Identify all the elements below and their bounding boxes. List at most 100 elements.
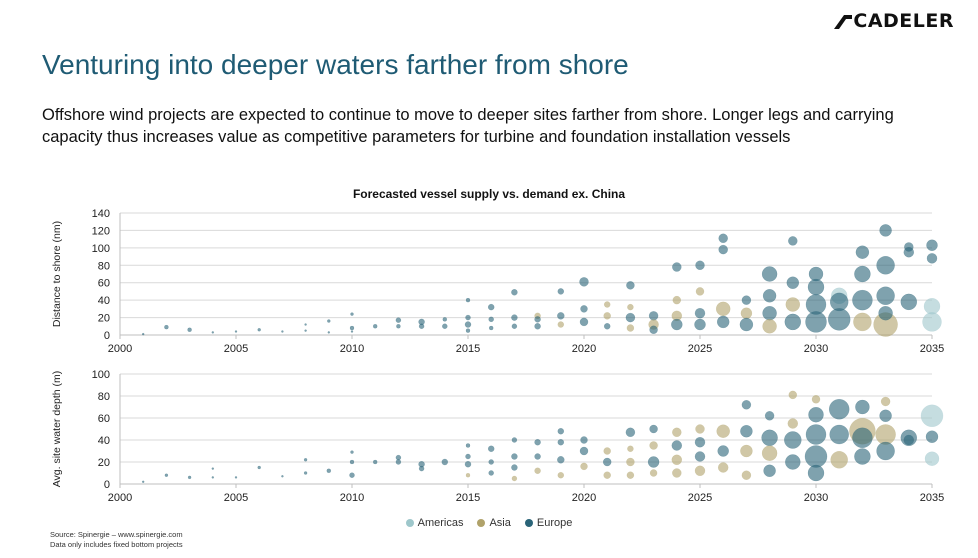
distance-ytick-label: 80: [98, 260, 110, 272]
distance-bubble-europe: [327, 319, 331, 323]
depth-bubble-europe: [829, 424, 849, 445]
depth-bubble-europe: [418, 465, 425, 472]
distance-bubble-europe: [671, 318, 683, 331]
depth-bubble-europe: [557, 456, 565, 464]
distance-bubble-europe: [350, 330, 354, 333]
depth-ylabel: Avg. site water depth (m): [51, 371, 63, 488]
cadeler-mark-icon: [834, 15, 853, 29]
distance-bubble-europe: [718, 233, 728, 244]
distance-bubble-europe: [511, 289, 518, 296]
depth-bubble-europe: [303, 458, 308, 462]
depth-ytick-label: 0: [104, 479, 110, 491]
depth-bubble-europe: [395, 459, 402, 465]
distance-bubble-europe: [579, 277, 589, 287]
logo-text: CADELER: [853, 10, 954, 32]
chart-title: Forecasted vessel supply vs. demand ex. …: [352, 187, 626, 201]
distance-bubble-europe: [580, 305, 588, 313]
distance-bubble-europe: [788, 236, 798, 246]
depth-bubble-europe: [349, 472, 355, 478]
depth-bubble-europe: [854, 448, 871, 465]
depth-bubble-asia: [511, 475, 518, 482]
distance-bubble-americas: [923, 297, 941, 315]
depth-bubble-europe: [763, 464, 776, 478]
distance-bubble-europe: [876, 286, 895, 306]
distance-bubble-europe: [557, 312, 565, 320]
depth-bubble-europe: [579, 446, 589, 456]
depth-bubble-asia: [649, 469, 658, 477]
distance-bubble-europe: [304, 323, 307, 326]
depth-bubble-europe: [326, 468, 332, 474]
depth-bubble-asia: [880, 396, 891, 407]
distance-bubble-asia: [626, 324, 635, 332]
depth-bubble-europe: [807, 464, 825, 482]
depth-bubble-europe: [257, 465, 261, 470]
distance-bubble-europe: [418, 323, 425, 330]
depth-bubble-asia: [603, 447, 611, 455]
distance-bubble-europe: [304, 329, 307, 332]
depth-bubble-europe: [464, 460, 472, 468]
depth-bubble-europe: [785, 454, 801, 470]
depth-ytick-label: 80: [98, 391, 110, 403]
depth-bubble-europe: [465, 443, 471, 448]
distance-bubble-europe: [741, 295, 752, 305]
depth-bubble-europe: [281, 475, 284, 478]
depth-bubble-europe: [372, 459, 378, 465]
depth-bubble-europe: [211, 476, 215, 479]
depth-bubble-asia: [465, 472, 471, 478]
distance-bubble-asia: [695, 287, 705, 296]
distance-bubble-europe: [807, 278, 825, 296]
distance-ytick-label: 120: [92, 225, 110, 237]
depth-bubble-europe: [876, 441, 895, 461]
distance-xtick-label: 2035: [920, 343, 944, 355]
distance-bubble-europe: [694, 318, 706, 331]
legend-label-americas: Americas: [417, 517, 464, 529]
legend-swatch-asia: [477, 519, 486, 527]
distance-ylabel: Distance to shore (nm): [51, 221, 63, 327]
depth-bubble-europe: [879, 409, 892, 423]
depth-bubble-europe: [717, 445, 729, 457]
distance-bubble-europe: [784, 313, 802, 331]
depth-bubble-europe: [349, 459, 355, 465]
depth-bubble-asia: [626, 457, 635, 467]
depth-xtick-label: 2005: [224, 492, 248, 504]
depth-bubble-europe: [784, 431, 802, 449]
distance-bubble-americas: [922, 312, 942, 332]
distance-bubble-europe: [716, 315, 730, 329]
depth-xtick-label: 2020: [572, 492, 596, 504]
depth-bubble-asia: [787, 418, 799, 429]
legend-item-europe: Europe: [524, 517, 572, 529]
depth-bubble-asia: [788, 390, 798, 400]
depth-bubble-asia: [671, 454, 683, 466]
distance-bubble-europe: [761, 266, 778, 282]
distance-bubble-europe: [349, 325, 355, 331]
depth-bubble-europe: [580, 436, 588, 444]
source-text: Source: Spinergie – www.spinergie.com: [50, 530, 183, 539]
depth-bubble-europe: [694, 451, 706, 462]
depth-bubble-europe: [511, 464, 518, 471]
distance-ytick-label: 100: [92, 243, 110, 255]
distance-bubble-asia: [715, 301, 731, 317]
distance-ytick-label: 60: [98, 278, 110, 290]
depth-bubble-europe: [925, 430, 939, 443]
depth-bubble-europe: [741, 400, 752, 410]
depth-bubble-europe: [350, 450, 354, 454]
legend-swatch-americas: [405, 519, 414, 527]
depth-bubble-europe: [808, 406, 824, 423]
distance-bubble-europe: [350, 312, 354, 316]
depth-xtick-label: 2015: [456, 492, 480, 504]
depth-bubble-europe: [647, 456, 660, 468]
depth-xtick-label: 2035: [920, 492, 944, 504]
depth-bubble-europe: [303, 471, 308, 475]
distance-ytick-label: 0: [104, 330, 110, 342]
distance-bubble-asia: [603, 312, 611, 320]
depth-bubble-asia: [694, 465, 706, 477]
distance-bubble-europe: [396, 324, 401, 329]
depth-bubble-asia: [626, 471, 635, 479]
distance-bubble-asia: [785, 297, 801, 312]
data-note-text: Data only includes fixed bottom projects: [50, 540, 183, 549]
distance-bubble-europe: [141, 332, 145, 336]
depth-bubble-asia: [557, 471, 565, 479]
distance-bubble-europe: [281, 330, 284, 333]
depth-bubble-asia: [672, 427, 682, 438]
